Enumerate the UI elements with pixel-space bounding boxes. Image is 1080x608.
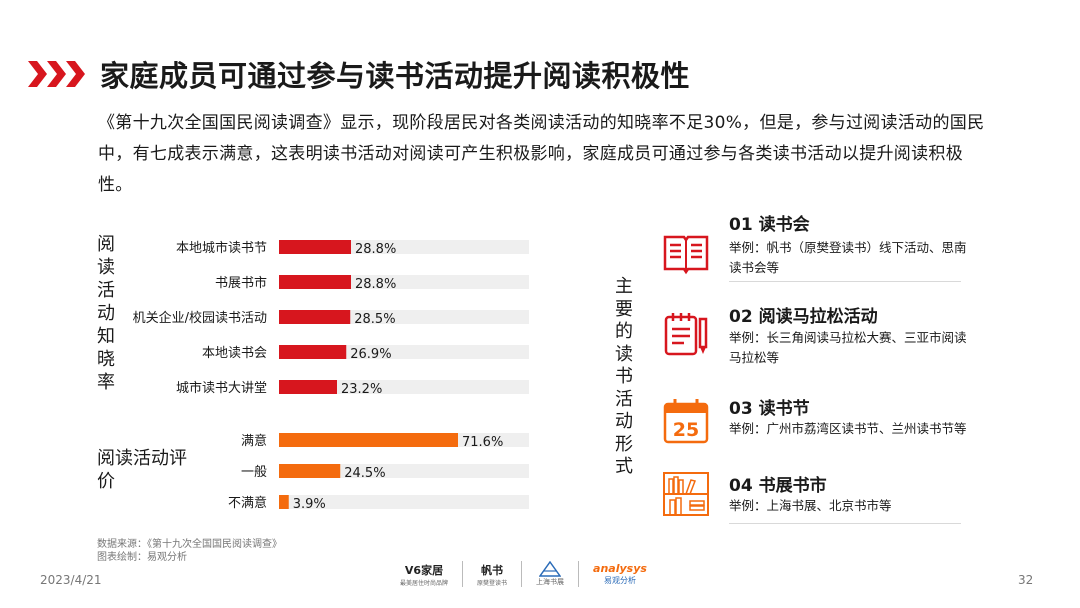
logo-divider bbox=[578, 561, 580, 587]
intro-paragraph: 《第十九次全国国民阅读调查》显示，现阶段居民对各类阅读活动的知晓率不足30%，但… bbox=[98, 113, 985, 195]
bar bbox=[279, 464, 341, 478]
value-label: 26.9% bbox=[350, 347, 391, 362]
form-desc: 举例：上海书展、北京书市等 bbox=[729, 498, 892, 513]
forms-section-label: 主要的读书活动形式 bbox=[615, 276, 633, 477]
calendar-icon: 25 bbox=[663, 399, 709, 444]
category-label: 满意 bbox=[241, 433, 267, 449]
logo-divider bbox=[462, 561, 464, 587]
bar bbox=[279, 310, 351, 324]
form-title: 03 读书节 bbox=[729, 399, 810, 419]
shanghai-book-fair-logo: 上海书展 bbox=[536, 561, 564, 587]
value-label: 28.5% bbox=[354, 312, 395, 327]
v6-logo: V6家居 最美居住时尚品牌 bbox=[400, 563, 449, 587]
value-label: 28.8% bbox=[355, 277, 396, 292]
form-desc: 举例：长三角阅读马拉松大赛、三亚市阅读马拉松等 bbox=[729, 330, 967, 365]
drawn-by-text: 图表绘制：易观分析 bbox=[97, 552, 187, 563]
bar-track bbox=[279, 464, 529, 478]
value-label: 3.9% bbox=[293, 497, 326, 512]
divider bbox=[729, 281, 961, 282]
evaluation-axis-label: 阅读活动评价 bbox=[97, 448, 187, 492]
partner-logos: V6家居 最美居住时尚品牌 帆书 原樊登读书 上海书展 analysys 易观分… bbox=[400, 556, 661, 592]
bar bbox=[279, 433, 458, 447]
source-text: 数据来源：《第十九次全国国民阅读调查》 bbox=[97, 539, 282, 550]
logo-divider bbox=[521, 561, 523, 587]
calendar-number: 25 bbox=[673, 419, 699, 441]
chevron-arrows-icon bbox=[28, 61, 85, 87]
date: 2023/4/21 bbox=[40, 573, 102, 587]
page-title: 家庭成员可通过参与读书活动提升阅读积极性 bbox=[100, 59, 691, 93]
bar bbox=[279, 345, 347, 359]
category-label: 不满意 bbox=[228, 495, 267, 511]
pagoda-icon bbox=[539, 561, 562, 577]
notepad-pencil-icon bbox=[664, 313, 708, 356]
open-book-icon bbox=[663, 235, 709, 275]
title-row: 家庭成员可通过参与读书活动提升阅读积极性 bbox=[28, 52, 690, 96]
bar bbox=[279, 275, 351, 289]
bar bbox=[279, 240, 351, 254]
category-label: 本地读书会 bbox=[202, 346, 267, 361]
category-label: 城市读书大讲堂 bbox=[176, 380, 267, 396]
divider bbox=[729, 523, 961, 524]
form-desc: 举例：帆书（原樊登读书）线下活动、思南读书会等 bbox=[729, 240, 967, 275]
form-title: 02 阅读马拉松活动 bbox=[729, 307, 878, 327]
bar bbox=[279, 495, 289, 509]
value-label: 28.8% bbox=[355, 242, 396, 257]
bar-track bbox=[279, 495, 529, 509]
bookshelf-icon bbox=[663, 472, 709, 516]
form-title: 04 书展书市 bbox=[729, 476, 827, 496]
value-label: 71.6% bbox=[462, 435, 503, 450]
awareness-axis-label: 阅读活动知晓率 bbox=[97, 234, 115, 393]
category-label: 本地城市读书节 bbox=[176, 240, 267, 256]
data-source: 数据来源：《第十九次全国国民阅读调查》 图表绘制：易观分析 bbox=[97, 538, 282, 564]
value-label: 24.5% bbox=[344, 466, 385, 481]
form-title: 01 读书会 bbox=[729, 215, 810, 235]
fanshu-logo: 帆书 原樊登读书 bbox=[477, 563, 508, 587]
analysys-logo: analysys 易观分析 bbox=[593, 562, 647, 585]
bar bbox=[279, 380, 337, 394]
category-label: 一般 bbox=[241, 464, 267, 480]
bar-track bbox=[279, 380, 529, 394]
page-number: 32 bbox=[1018, 573, 1034, 587]
form-desc: 举例：广州市荔湾区读书节、兰州读书节等 bbox=[729, 421, 967, 436]
category-label: 书展书市 bbox=[215, 275, 267, 291]
value-label: 23.2% bbox=[341, 382, 382, 397]
category-label: 机关企业/校园读书活动 bbox=[133, 310, 267, 326]
